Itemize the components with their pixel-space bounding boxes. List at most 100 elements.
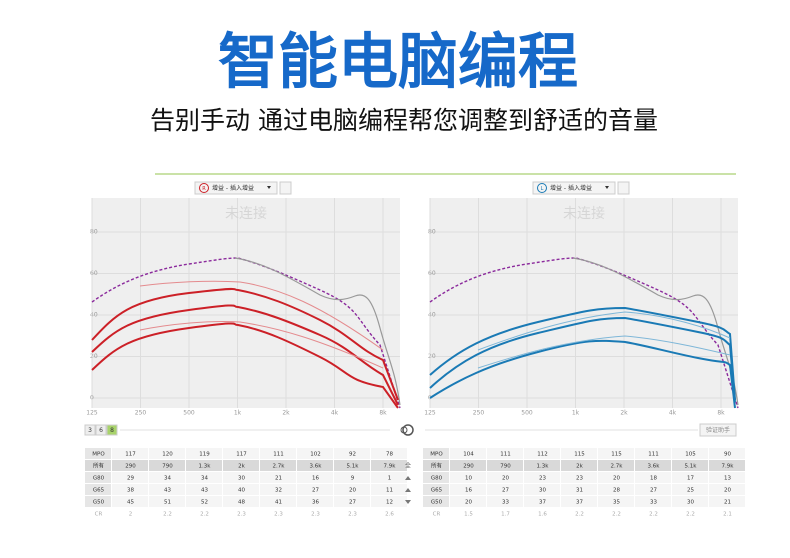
- table-cell: [112, 508, 148, 519]
- table-cell: [149, 472, 185, 483]
- table-cell: [709, 508, 745, 519]
- table-cell: [709, 472, 745, 483]
- table-cell: [223, 460, 259, 471]
- table-cell-text: 2: [129, 512, 133, 518]
- table-cell: [635, 484, 671, 495]
- table-cell: [423, 448, 449, 459]
- dropdown-label: 增益 - 插入增益: [212, 184, 254, 192]
- table-cell: [487, 484, 523, 495]
- table-cell: [524, 484, 560, 495]
- table-cell-text: 7.9k: [722, 464, 735, 470]
- table-cell: [112, 448, 148, 459]
- table-cell-text: 17: [687, 476, 694, 482]
- table-cell: [635, 472, 671, 483]
- table-cell-text: 104: [463, 452, 474, 458]
- channel-label: 3: [88, 427, 92, 434]
- channel-button[interactable]: [84, 424, 96, 436]
- table-cell-text: CR: [433, 512, 441, 518]
- table-cell-text: 16: [465, 488, 472, 494]
- table-cell-text: 9: [351, 476, 355, 482]
- table-cell-text: 790: [162, 464, 173, 470]
- channel-button[interactable]: [95, 424, 107, 436]
- table-cell: [598, 508, 634, 519]
- dropdown[interactable]: [194, 181, 278, 195]
- x-tick-label: 8k: [379, 410, 387, 417]
- table-cell-text: 33: [502, 500, 509, 506]
- table-cell: [371, 496, 407, 507]
- table-cell-text: 1.6: [538, 512, 547, 518]
- table-cell: [85, 508, 111, 519]
- x-tick-label: 8k: [717, 410, 725, 417]
- arrow-icon: [405, 488, 411, 492]
- table-cell-text: 33: [650, 500, 657, 506]
- table-cell-text: MPO: [92, 452, 105, 458]
- table-cell-text: 所有: [93, 462, 105, 470]
- table-cell: [260, 496, 296, 507]
- table-cell-text: 2.3: [311, 512, 320, 518]
- table-cell: [334, 460, 370, 471]
- table-cell: [85, 460, 111, 471]
- table-cell: [561, 508, 597, 519]
- table-cell-text: 28: [613, 488, 620, 494]
- table-cell-text: 1.3k: [199, 464, 212, 470]
- table-cell: [371, 448, 407, 459]
- menu-button[interactable]: [279, 181, 292, 195]
- x-tick-label: 1k: [572, 410, 580, 417]
- table-cell-text: 20: [465, 500, 472, 506]
- ear-label: L: [541, 186, 544, 192]
- table-cell-text: 37: [539, 500, 546, 506]
- table-cell: [672, 460, 708, 471]
- table-cell: [260, 460, 296, 471]
- table-cell: [186, 448, 222, 459]
- y-tick-label: 40: [90, 312, 98, 319]
- table-cell-text: G65: [93, 488, 105, 494]
- table-cell-text: 3.6k: [310, 464, 323, 470]
- plot-area: [430, 198, 738, 408]
- table-cell: [561, 472, 597, 483]
- table-cell-text: 2.2: [163, 512, 172, 518]
- table-cell: [635, 496, 671, 507]
- table-cell: [149, 484, 185, 495]
- table-cell-text: 32: [275, 488, 282, 494]
- menu-button[interactable]: [617, 181, 630, 195]
- table-cell-text: 111: [273, 452, 284, 458]
- table-cell-text: 21: [275, 476, 282, 482]
- table-cell-text: 120: [162, 452, 173, 458]
- dropdown-arrow: [605, 186, 609, 189]
- table-cell: [223, 484, 259, 495]
- channel-button[interactable]: [106, 424, 118, 436]
- table-cell: [487, 460, 523, 471]
- table-cell: [334, 508, 370, 519]
- assist-button[interactable]: [699, 423, 737, 437]
- table-cell-text: 78: [386, 452, 393, 458]
- x-tick-label: 1k: [234, 410, 242, 417]
- table-cell-text: G80: [93, 476, 105, 482]
- table-cell-text: 10: [465, 476, 472, 482]
- x-tick-label: 125: [424, 410, 436, 417]
- table-cell: [223, 508, 259, 519]
- table-cell-text: 23: [576, 476, 583, 482]
- y-tick-label: 20: [428, 353, 436, 360]
- table-cell: [297, 448, 333, 459]
- table-cell-text: 2.2: [200, 512, 209, 518]
- table-cell: [450, 508, 486, 519]
- table-cell-text: 2.2: [649, 512, 658, 518]
- table-cell: [635, 508, 671, 519]
- title: 智能电脑编程: [218, 28, 578, 98]
- table-cell: [524, 472, 560, 483]
- table-cell-text: 115: [611, 452, 622, 458]
- table-cell: [112, 484, 148, 495]
- table-cell: [297, 472, 333, 483]
- table-cell-text: 2.3: [348, 512, 357, 518]
- dropdown[interactable]: [532, 181, 616, 195]
- table-cell: [149, 460, 185, 471]
- subtitle: 告别手动 通过电脑编程帮您调整到舒适的音量: [150, 106, 658, 135]
- table-cell: [672, 484, 708, 495]
- table-cell-text: 34: [201, 476, 208, 482]
- table-cell-text: 31: [576, 488, 583, 494]
- arrow-icon: [405, 476, 411, 480]
- table-cell: [423, 460, 449, 471]
- table-cell-text: 1.3k: [537, 464, 550, 470]
- y-tick-label: 60: [90, 270, 98, 277]
- table-cell: [112, 472, 148, 483]
